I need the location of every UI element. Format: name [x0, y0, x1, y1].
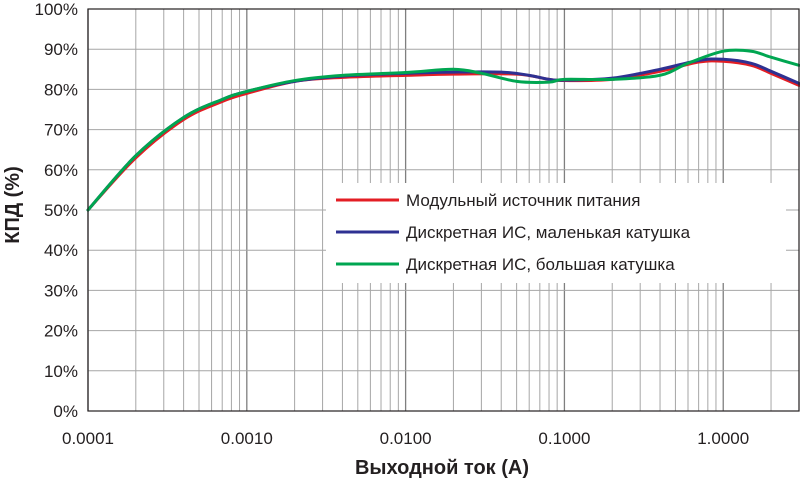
- y-tick-labels: 0% 10% 20% 30% 40% 50% 60% 70% 80% 90% 100%: [35, 0, 78, 421]
- x-tick-label: 0.0100: [380, 429, 432, 448]
- y-tick-label: 70%: [44, 121, 78, 140]
- legend-label-discrete-large: Дискретная ИС, большая катушка: [406, 255, 675, 274]
- series-lines: [86, 48, 800, 212]
- legend-label-modular: Модульный источник питания: [406, 191, 641, 210]
- y-tick-label: 90%: [44, 40, 78, 59]
- y-tick-label: 30%: [44, 281, 78, 300]
- legend-box: [326, 183, 786, 283]
- x-tick-label: 0.0010: [221, 429, 273, 448]
- x-axis-title: Выходной ток (А): [355, 457, 529, 479]
- x-tick-label: 1.0000: [697, 429, 749, 448]
- x-tick-label: 0.0001: [62, 429, 114, 448]
- y-tick-label: 20%: [44, 322, 78, 341]
- legend-item-discrete-small: Дискретная ИС, маленькая катушка: [336, 223, 691, 242]
- x-tick-labels: 0.0001 0.0010 0.0100 0.1000 1.0000: [62, 429, 749, 448]
- legend-item-modular: Модульный источник питания: [336, 191, 641, 210]
- plot-frame: [87, 8, 800, 412]
- y-axis-title: КПД (%): [2, 166, 24, 244]
- y-tick-label: 10%: [44, 362, 78, 381]
- y-tick-label: 100%: [35, 0, 78, 19]
- legend: Модульный источник питания Дискретная ИС…: [326, 183, 786, 283]
- legend-label-discrete-small: Дискретная ИС, маленькая катушка: [406, 223, 691, 242]
- series-line-discrete-large: [86, 48, 800, 212]
- y-tick-label: 40%: [44, 241, 78, 260]
- y-tick-label: 60%: [44, 161, 78, 180]
- y-tick-label: 80%: [44, 80, 78, 99]
- legend-item-discrete-large: Дискретная ИС, большая катушка: [336, 255, 675, 274]
- x-tick-label: 0.1000: [538, 429, 590, 448]
- y-tick-label: 0%: [53, 402, 78, 421]
- y-tick-label: 50%: [44, 201, 78, 220]
